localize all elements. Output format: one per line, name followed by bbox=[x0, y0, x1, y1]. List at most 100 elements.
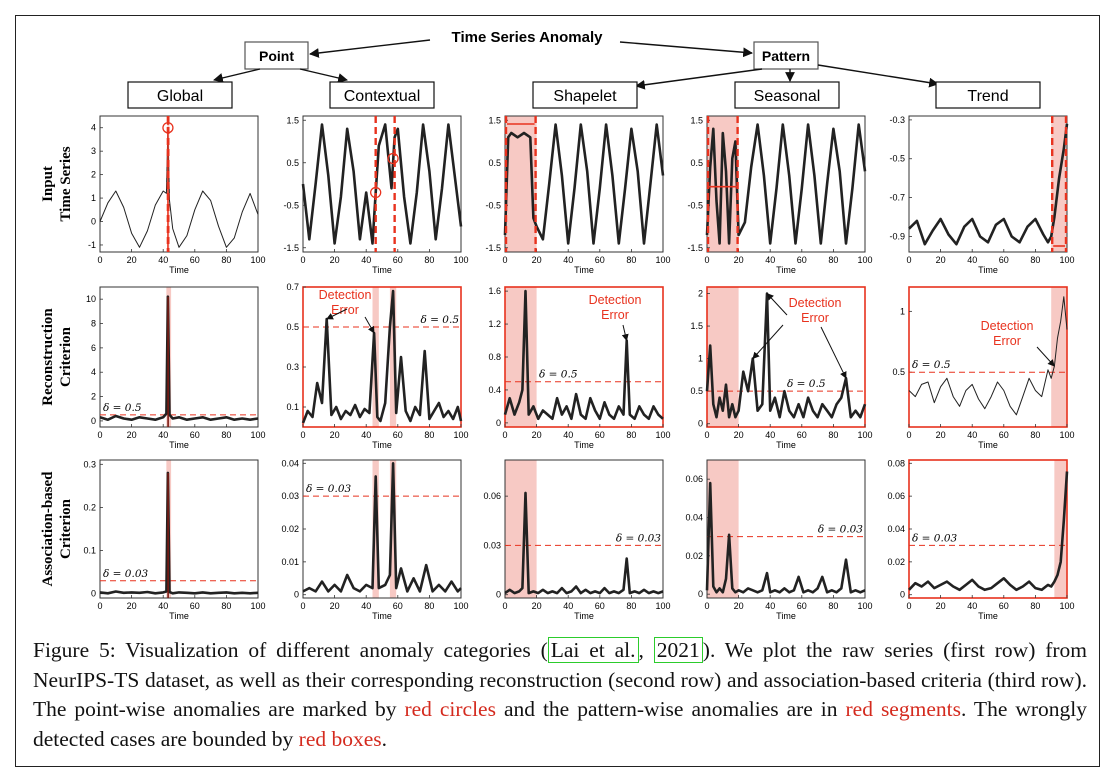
row-label-line1: Input bbox=[40, 166, 56, 202]
x-axis-label: Time bbox=[978, 265, 998, 275]
threshold-label: δ = 0.03 bbox=[306, 483, 351, 495]
y-tick-label: 0.1 bbox=[286, 402, 299, 412]
citation-author-link[interactable]: Lai et al. bbox=[547, 637, 639, 663]
y-tick-label: 0 bbox=[91, 416, 96, 426]
y-tick-label: 0.1 bbox=[83, 546, 96, 556]
y-tick-label: 0 bbox=[496, 418, 501, 428]
axes-frame bbox=[908, 286, 1068, 428]
series-line bbox=[908, 471, 1069, 592]
detection-error-label: Error bbox=[801, 311, 829, 325]
x-tick-label: 60 bbox=[797, 430, 807, 440]
x-axis-label: Time bbox=[169, 265, 189, 275]
anomaly-circle bbox=[387, 152, 399, 165]
series-line bbox=[504, 491, 664, 595]
x-tick-label: 20 bbox=[532, 430, 542, 440]
y-tick-label: -0.5 bbox=[283, 200, 299, 210]
axes-frame bbox=[302, 286, 462, 428]
x-tick-label: 20 bbox=[734, 255, 744, 265]
y-tick-label: 4 bbox=[91, 123, 96, 133]
x-tick-label: 20 bbox=[936, 430, 946, 440]
x-tick-label: 80 bbox=[828, 255, 838, 265]
y-tick-label: 0.3 bbox=[286, 362, 299, 372]
axes-frame bbox=[706, 286, 866, 428]
x-tick-label: 60 bbox=[393, 255, 403, 265]
x-tick-label: 80 bbox=[424, 601, 434, 611]
x-tick-label: 40 bbox=[967, 601, 977, 611]
series-line bbox=[908, 123, 1069, 246]
x-tick-label: 80 bbox=[626, 255, 636, 265]
y-tick-label: 0 bbox=[900, 590, 905, 600]
y-tick-label: 0.06 bbox=[483, 491, 501, 501]
x-tick-label: 60 bbox=[595, 430, 605, 440]
y-tick-label: 2 bbox=[91, 392, 96, 402]
row-label-0: Input Time Series bbox=[40, 146, 74, 221]
citation-year-link[interactable]: 2021 bbox=[653, 637, 703, 663]
caption-p1: Figure 5: Visualization of different ano… bbox=[33, 638, 548, 662]
anomaly-band bbox=[389, 460, 397, 598]
panel-association-global: 0 20 40 60 80 100 Time 0 0.1 0.2 0.3 δ = 0.03 bbox=[83, 459, 265, 621]
x-tick-label: 40 bbox=[361, 601, 371, 611]
x-tick-label: 100 bbox=[857, 601, 872, 611]
panel-input-contextual: 0 20 40 60 80 100 Time -1.5 -0.5 0.5 1.5 bbox=[283, 115, 468, 275]
y-tick-label: 1.6 bbox=[488, 286, 501, 296]
x-tick-label: 60 bbox=[190, 430, 200, 440]
x-tick-label: 20 bbox=[936, 255, 946, 265]
threshold-label: δ = 0.03 bbox=[103, 568, 148, 580]
x-tick-label: 0 bbox=[906, 601, 911, 611]
series-line bbox=[705, 123, 867, 245]
detection-error-label: Detection bbox=[589, 293, 642, 307]
x-tick-label: 0 bbox=[704, 601, 709, 611]
x-tick-label: 100 bbox=[250, 255, 265, 265]
detection-error-arrow bbox=[1036, 346, 1055, 367]
axes-frame bbox=[504, 459, 664, 599]
x-tick-label: 0 bbox=[502, 430, 507, 440]
x-tick-label: 20 bbox=[734, 601, 744, 611]
axes-frame bbox=[99, 459, 259, 599]
x-axis-label: Time bbox=[574, 611, 594, 621]
series-line bbox=[99, 127, 259, 248]
y-tick-label: 0.04 bbox=[685, 513, 703, 523]
x-tick-label: 60 bbox=[999, 601, 1009, 611]
x-tick-label: 60 bbox=[190, 601, 200, 611]
x-tick-label: 80 bbox=[221, 255, 231, 265]
x-tick-label: 80 bbox=[1030, 255, 1040, 265]
x-tick-label: 100 bbox=[857, 430, 872, 440]
x-tick-label: 100 bbox=[250, 430, 265, 440]
x-tick-label: 80 bbox=[424, 255, 434, 265]
threshold-label: δ = 0.5 bbox=[421, 314, 460, 326]
y-tick-label: 0.5 bbox=[286, 158, 299, 168]
figure-caption: Figure 5: Visualization of different ano… bbox=[33, 636, 1087, 754]
caption-red-segments: red segments bbox=[845, 697, 961, 721]
x-tick-label: 0 bbox=[97, 255, 102, 265]
row-label-line2: Time Series bbox=[58, 146, 74, 221]
x-tick-label: 0 bbox=[906, 255, 911, 265]
y-tick-label: 0.02 bbox=[887, 557, 905, 567]
row-label-line2: Criterion bbox=[58, 326, 74, 387]
y-tick-label: 0.8 bbox=[488, 352, 501, 362]
y-tick-label: 0.06 bbox=[685, 474, 703, 484]
root-title: Time Series Anomaly bbox=[452, 29, 604, 46]
category-box-seasonal bbox=[734, 81, 840, 109]
panel-association-trend: 0 20 40 60 80 100 Time 0 0.02 0.04 0.06 0.08 δ = 0.0… bbox=[887, 458, 1074, 621]
x-tick-label: 80 bbox=[626, 601, 636, 611]
x-axis-label: Time bbox=[169, 611, 189, 621]
y-tick-label: 1.5 bbox=[488, 115, 501, 125]
detection-error-arrow bbox=[326, 308, 348, 320]
y-tick-label: -0.5 bbox=[889, 154, 905, 164]
y-tick-label: -0.5 bbox=[687, 200, 703, 210]
x-tick-label: 60 bbox=[595, 601, 605, 611]
category-label-global: Global bbox=[157, 88, 203, 105]
detection-error-arrow bbox=[766, 292, 788, 316]
x-tick-label: 20 bbox=[532, 601, 542, 611]
x-tick-label: 40 bbox=[563, 255, 573, 265]
x-tick-label: 40 bbox=[765, 255, 775, 265]
y-tick-label: 0.3 bbox=[83, 459, 96, 469]
threshold-label: δ = 0.5 bbox=[539, 369, 578, 381]
y-tick-label: 2 bbox=[698, 289, 703, 299]
x-tick-label: 0 bbox=[300, 601, 305, 611]
threshold-label: δ = 0.5 bbox=[912, 359, 951, 371]
x-tick-label: 80 bbox=[828, 430, 838, 440]
series-line bbox=[301, 289, 463, 424]
